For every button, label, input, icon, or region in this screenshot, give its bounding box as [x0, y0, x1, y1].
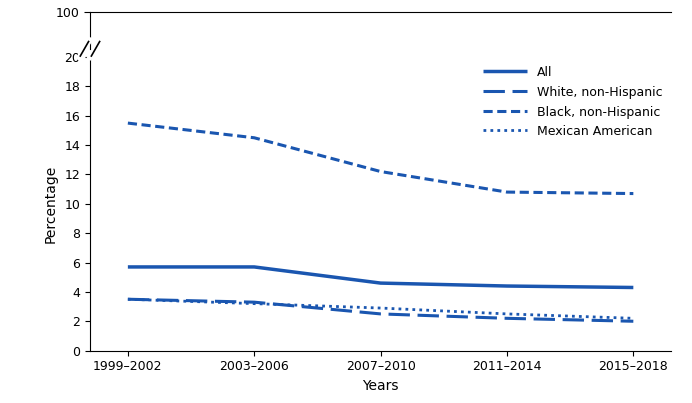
Y-axis label: Percentage: Percentage: [44, 165, 57, 243]
White, non-Hispanic: [124, 297, 132, 302]
White, non-Hispanic: [503, 316, 511, 321]
Black, non-Hispanic: [376, 169, 385, 174]
Black, non-Hispanic: [124, 120, 132, 125]
All: [503, 284, 511, 289]
Mexican American: [503, 312, 511, 316]
All: [250, 264, 258, 269]
All: [629, 285, 637, 290]
Black, non-Hispanic: [503, 190, 511, 195]
All: [376, 280, 385, 285]
Legend: All, White, non-Hispanic, Black, non-Hispanic, Mexican American: All, White, non-Hispanic, Black, non-His…: [478, 61, 668, 143]
Line: Black, non-Hispanic: Black, non-Hispanic: [128, 123, 633, 193]
Mexican American: [250, 301, 258, 306]
Black, non-Hispanic: [250, 135, 258, 140]
X-axis label: Years: Years: [363, 379, 399, 393]
Line: Mexican American: Mexican American: [128, 299, 633, 318]
White, non-Hispanic: [250, 300, 258, 305]
All: [124, 264, 132, 269]
Mexican American: [376, 305, 385, 310]
White, non-Hispanic: [376, 312, 385, 316]
Mexican American: [629, 316, 637, 321]
Mexican American: [124, 297, 132, 302]
Black, non-Hispanic: [629, 191, 637, 196]
White, non-Hispanic: [629, 319, 637, 324]
Line: All: All: [128, 267, 633, 287]
Line: White, non-Hispanic: White, non-Hispanic: [128, 299, 633, 321]
